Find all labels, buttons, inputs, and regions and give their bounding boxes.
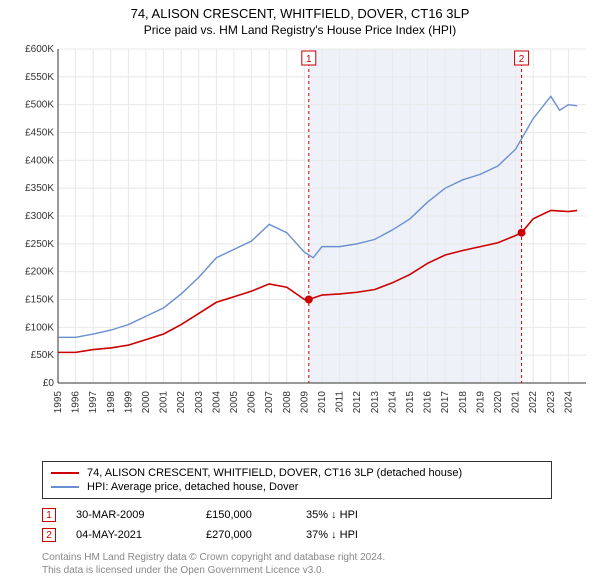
attribution: Contains HM Land Registry data © Crown c… xyxy=(42,551,552,577)
chart-area: £0 £50K £100K £150K £200K £250K £300K £350K £400… xyxy=(10,41,590,421)
chart-subtitle: Price paid vs. HM Land Registry's House … xyxy=(0,21,600,41)
svg-text:£350K: £350K xyxy=(25,183,54,194)
svg-text:2021: 2021 xyxy=(511,391,522,414)
sale-marker-icon: 2 xyxy=(42,528,56,542)
svg-text:£550K: £550K xyxy=(25,72,54,83)
legend: 74, ALISON CRESCENT, WHITFIELD, DOVER, C… xyxy=(42,461,552,499)
svg-text:2022: 2022 xyxy=(528,391,539,414)
svg-text:1995: 1995 xyxy=(53,391,64,414)
svg-text:2010: 2010 xyxy=(317,391,328,414)
legend-swatch xyxy=(51,486,79,488)
svg-text:2015: 2015 xyxy=(405,391,416,414)
svg-text:2019: 2019 xyxy=(475,391,486,414)
sale-point-1 xyxy=(305,296,313,304)
chart-title: 74, ALISON CRESCENT, WHITFIELD, DOVER, C… xyxy=(0,0,600,21)
svg-text:£300K: £300K xyxy=(25,211,54,222)
svg-text:2005: 2005 xyxy=(229,391,240,414)
svg-text:2003: 2003 xyxy=(194,391,205,414)
svg-text:£50K: £50K xyxy=(31,350,55,361)
legend-label: 74, ALISON CRESCENT, WHITFIELD, DOVER, C… xyxy=(87,467,462,479)
attribution-line2: This data is licensed under the Open Gov… xyxy=(42,564,552,577)
legend-label: HPI: Average price, detached house, Dove… xyxy=(87,481,298,493)
svg-text:2013: 2013 xyxy=(370,391,381,414)
sale-date: 30-MAR-2009 xyxy=(76,509,186,521)
svg-text:1996: 1996 xyxy=(71,391,82,414)
sale-diff: 37% ↓ HPI xyxy=(306,529,406,541)
svg-text:2006: 2006 xyxy=(247,391,258,414)
svg-text:£250K: £250K xyxy=(25,239,54,250)
svg-text:2: 2 xyxy=(519,54,525,65)
svg-text:2002: 2002 xyxy=(176,391,187,414)
svg-text:2016: 2016 xyxy=(423,391,434,414)
svg-text:2024: 2024 xyxy=(563,391,574,414)
svg-text:£0: £0 xyxy=(43,378,55,389)
svg-text:2020: 2020 xyxy=(493,391,504,414)
svg-text:2014: 2014 xyxy=(387,391,398,414)
svg-text:£400K: £400K xyxy=(25,155,54,166)
svg-text:2009: 2009 xyxy=(299,391,310,414)
svg-text:£200K: £200K xyxy=(25,267,54,278)
svg-text:£600K: £600K xyxy=(25,44,54,55)
svg-text:2000: 2000 xyxy=(141,391,152,414)
svg-text:2011: 2011 xyxy=(335,391,346,413)
legend-item: 74, ALISON CRESCENT, WHITFIELD, DOVER, C… xyxy=(51,466,543,480)
attribution-line1: Contains HM Land Registry data © Crown c… xyxy=(42,551,552,564)
svg-text:1: 1 xyxy=(306,54,312,65)
svg-text:1998: 1998 xyxy=(106,391,117,414)
chart-svg: £0 £50K £100K £150K £200K £250K £300K £350K £400… xyxy=(10,41,590,421)
legend-swatch xyxy=(51,472,79,474)
sale-price: £150,000 xyxy=(206,509,286,521)
svg-text:2004: 2004 xyxy=(211,391,222,414)
sale-row: 2 04-MAY-2021 £270,000 37% ↓ HPI xyxy=(42,525,552,545)
svg-text:2007: 2007 xyxy=(264,391,275,414)
svg-text:2008: 2008 xyxy=(282,391,293,414)
sale-row: 1 30-MAR-2009 £150,000 35% ↓ HPI xyxy=(42,505,552,525)
svg-text:1999: 1999 xyxy=(123,391,134,414)
svg-text:2001: 2001 xyxy=(159,391,170,414)
svg-text:2018: 2018 xyxy=(458,391,469,414)
svg-text:£100K: £100K xyxy=(25,322,54,333)
svg-text:2017: 2017 xyxy=(440,391,451,414)
legend-item: HPI: Average price, detached house, Dove… xyxy=(51,480,543,494)
sales-table: 1 30-MAR-2009 £150,000 35% ↓ HPI 2 04-MAY-202… xyxy=(42,505,552,545)
sale-marker-icon: 1 xyxy=(42,508,56,522)
sale-diff: 35% ↓ HPI xyxy=(306,509,406,521)
svg-text:2023: 2023 xyxy=(546,391,557,414)
sale-price: £270,000 xyxy=(206,529,286,541)
svg-text:1997: 1997 xyxy=(88,391,99,414)
sale-date: 04-MAY-2021 xyxy=(76,529,186,541)
svg-text:2012: 2012 xyxy=(352,391,363,414)
svg-text:£500K: £500K xyxy=(25,100,54,111)
sale-point-2 xyxy=(518,229,526,237)
svg-text:£450K: £450K xyxy=(25,128,54,139)
svg-text:£150K: £150K xyxy=(25,295,54,306)
